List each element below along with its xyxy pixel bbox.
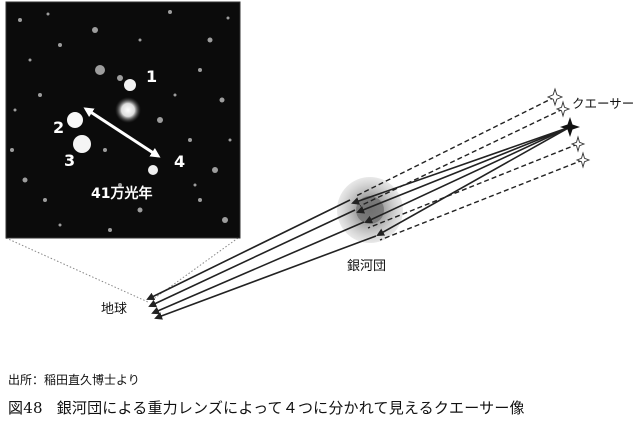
background-galaxy	[198, 198, 202, 202]
caption-text: 銀河団による重力レンズによって４つに分かれて見えるクエーサー像	[56, 399, 525, 417]
central-galaxy	[115, 97, 141, 123]
galaxy-cluster-photo: 1 2 3 4 41万光年	[5, 1, 241, 239]
apparent-image-icon	[555, 100, 571, 118]
image-label-2: 2	[53, 118, 64, 137]
background-galaxy	[157, 117, 163, 123]
quasar-image-1	[124, 79, 136, 91]
apparent-quasar-images	[546, 87, 591, 169]
quasar-label: クエーサー	[572, 96, 634, 111]
background-galaxy	[138, 38, 142, 42]
background-galaxy	[212, 167, 218, 173]
apparent-image-icon	[570, 135, 586, 153]
image-label-1: 1	[146, 67, 157, 86]
quasar-image-3	[73, 135, 91, 153]
background-galaxy	[117, 75, 123, 81]
light-paths	[146, 126, 571, 320]
quasar-image-2	[67, 112, 83, 128]
background-galaxy	[43, 198, 47, 202]
background-galaxies	[10, 10, 232, 232]
scale-label: 41万光年	[91, 185, 152, 202]
background-galaxy	[168, 10, 172, 14]
background-galaxy	[188, 138, 192, 142]
background-galaxy	[222, 217, 228, 223]
photo-connector-lines	[5, 237, 239, 303]
background-galaxy	[38, 93, 42, 97]
background-galaxy	[18, 18, 22, 22]
image-label-3: 3	[64, 151, 75, 170]
background-galaxy	[118, 183, 122, 187]
background-galaxy	[22, 177, 28, 183]
background-galaxy	[108, 228, 112, 232]
scale-arrow	[83, 107, 161, 158]
background-galaxy	[198, 68, 202, 72]
lensing-figure: 1 2 3 4 41万光年 クエーサー 銀河団 地球	[5, 1, 634, 320]
background-galaxy	[10, 148, 14, 152]
background-galaxy	[92, 27, 98, 33]
image-label-4: 4	[174, 152, 185, 171]
background-galaxy	[13, 108, 17, 112]
figure-number: 図48	[8, 399, 43, 417]
source-note: 出所：稲田直久博士より	[8, 373, 140, 387]
apparent-image-icon	[575, 151, 591, 169]
background-galaxy	[46, 12, 50, 16]
background-galaxy	[95, 65, 105, 75]
background-galaxy	[58, 223, 62, 227]
background-galaxy	[228, 138, 232, 142]
apparent-paths	[355, 96, 584, 241]
quasar	[560, 117, 580, 137]
quasar-star-icon	[560, 117, 580, 137]
background-galaxy	[137, 207, 143, 213]
background-galaxy	[103, 148, 107, 152]
background-galaxy	[173, 93, 177, 97]
background-galaxy	[193, 183, 197, 187]
earth-label: 地球	[101, 302, 127, 317]
apparent-image-icon	[546, 87, 564, 107]
background-galaxy	[58, 43, 62, 47]
figure-caption: 図48 銀河団による重力レンズによって４つに分かれて見えるクエーサー像	[8, 397, 525, 418]
background-galaxy	[219, 97, 225, 103]
background-galaxy	[226, 16, 230, 20]
cluster-label: 銀河団	[347, 259, 386, 274]
background-galaxy	[28, 58, 32, 62]
quasar-image-4	[148, 165, 158, 175]
background-galaxy	[207, 37, 213, 43]
